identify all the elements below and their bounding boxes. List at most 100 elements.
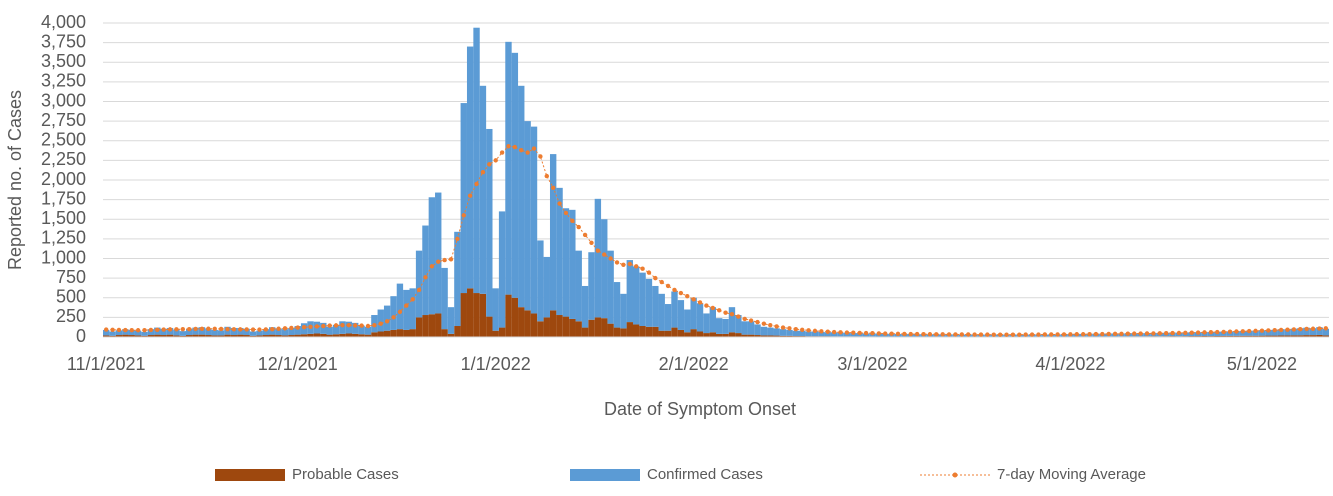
line-point bbox=[698, 300, 702, 304]
line-point bbox=[1279, 328, 1283, 332]
line-point bbox=[992, 332, 996, 336]
bar bbox=[646, 279, 652, 327]
line-point bbox=[442, 258, 446, 262]
bar bbox=[729, 332, 735, 337]
bar bbox=[448, 307, 454, 334]
bar bbox=[678, 300, 684, 330]
bar bbox=[512, 53, 518, 298]
line-point bbox=[468, 194, 472, 198]
line-point bbox=[1062, 332, 1066, 336]
bar bbox=[614, 328, 620, 337]
line-point bbox=[200, 327, 204, 331]
line-point bbox=[845, 330, 849, 334]
line-point bbox=[423, 275, 427, 279]
line-point bbox=[1253, 329, 1257, 333]
line-point bbox=[813, 329, 817, 333]
line-point bbox=[1196, 330, 1200, 334]
line-point bbox=[749, 318, 753, 322]
legend-swatch bbox=[953, 473, 958, 478]
line-point bbox=[340, 323, 344, 327]
line-point bbox=[832, 330, 836, 334]
line-point bbox=[774, 324, 778, 328]
bar bbox=[524, 310, 530, 337]
bar bbox=[524, 121, 530, 310]
line-point bbox=[238, 327, 242, 331]
legend-swatch bbox=[215, 469, 285, 481]
line-point bbox=[1164, 331, 1168, 335]
line-point bbox=[181, 327, 185, 331]
bar bbox=[639, 273, 645, 326]
y-tick-label: 0 bbox=[76, 326, 86, 346]
line-point bbox=[1190, 330, 1194, 334]
bar bbox=[371, 332, 377, 337]
line-point bbox=[691, 297, 695, 301]
line-point bbox=[455, 237, 459, 241]
line-point bbox=[621, 263, 625, 267]
bar bbox=[403, 330, 409, 337]
line-point bbox=[1234, 329, 1238, 333]
bar bbox=[671, 328, 677, 337]
bar bbox=[473, 293, 479, 337]
bar bbox=[754, 324, 760, 335]
bar bbox=[633, 266, 639, 324]
line-point bbox=[1138, 331, 1142, 335]
line-point bbox=[174, 327, 178, 331]
line-point bbox=[743, 317, 747, 321]
line-point bbox=[902, 332, 906, 336]
bar bbox=[659, 294, 665, 331]
line-point bbox=[1298, 327, 1302, 331]
y-tick-label: 500 bbox=[56, 287, 86, 307]
bar bbox=[250, 332, 256, 336]
line-point bbox=[1087, 332, 1091, 336]
line-point bbox=[347, 323, 351, 327]
line-point bbox=[187, 327, 191, 331]
line-point bbox=[525, 150, 529, 154]
bar bbox=[735, 333, 741, 337]
bar bbox=[390, 296, 396, 330]
line-point bbox=[921, 332, 925, 336]
line-point bbox=[1017, 332, 1021, 336]
bar bbox=[410, 288, 416, 329]
line-point bbox=[723, 310, 727, 314]
x-tick-label: 2/1/2022 bbox=[659, 354, 729, 374]
line-point bbox=[1292, 327, 1296, 331]
line-point bbox=[1075, 332, 1079, 336]
line bbox=[106, 146, 1326, 334]
bar bbox=[416, 251, 422, 318]
line-point bbox=[449, 257, 453, 261]
bar bbox=[467, 47, 473, 289]
bar bbox=[563, 208, 569, 316]
line-point bbox=[1132, 331, 1136, 335]
bar bbox=[493, 331, 499, 337]
bar bbox=[697, 332, 703, 337]
bar bbox=[531, 127, 537, 314]
bar bbox=[722, 319, 728, 334]
y-tick-label: 2,250 bbox=[41, 149, 86, 169]
line-point bbox=[557, 201, 561, 205]
bar bbox=[180, 331, 186, 336]
bar bbox=[697, 303, 703, 331]
bar bbox=[614, 282, 620, 328]
line-point bbox=[730, 312, 734, 316]
line-point bbox=[1158, 331, 1162, 335]
bar bbox=[441, 268, 447, 329]
bar bbox=[397, 329, 403, 337]
line-point bbox=[704, 303, 708, 307]
line-point bbox=[1273, 328, 1277, 332]
line-point bbox=[1094, 332, 1098, 336]
line-point bbox=[666, 284, 670, 288]
bar bbox=[748, 321, 754, 334]
bar bbox=[429, 314, 435, 337]
line-point bbox=[711, 306, 715, 310]
bar bbox=[582, 286, 588, 328]
line-point bbox=[232, 327, 236, 331]
bar bbox=[454, 326, 460, 337]
line-point bbox=[436, 259, 440, 263]
line-point bbox=[883, 331, 887, 335]
bar bbox=[742, 321, 748, 334]
line-point bbox=[1126, 332, 1130, 336]
line-point bbox=[1113, 332, 1117, 336]
bar bbox=[780, 329, 786, 336]
line-point bbox=[379, 321, 383, 325]
line-point bbox=[545, 174, 549, 178]
